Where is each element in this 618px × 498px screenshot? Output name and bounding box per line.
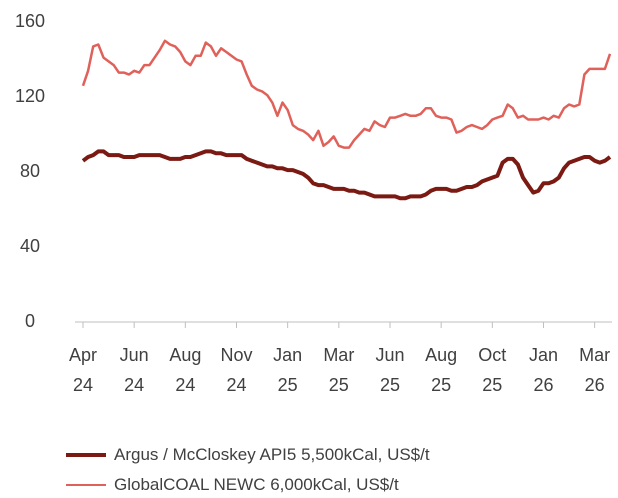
x-tick-label: Mar 26	[579, 345, 611, 395]
legend-swatch	[66, 483, 106, 487]
x-tick-label: Jun 24	[119, 345, 149, 395]
x-tick-label: Mar 25	[323, 345, 355, 395]
legend-label: Argus / McCloskey API5 5,500kCal, US$/t	[114, 445, 430, 464]
x-tick-label: Nov 24	[220, 345, 253, 395]
series-line	[81, 39, 612, 149]
y-tick-label: 40	[20, 236, 40, 256]
x-tick-label: Aug 25	[425, 345, 458, 395]
y-tick-label: 120	[15, 86, 45, 106]
x-tick-label: Jan 26	[528, 345, 558, 395]
x-tick-label: Oct 25	[478, 345, 507, 395]
y-tick-label: 160	[15, 11, 45, 31]
series-line	[81, 149, 612, 201]
x-tick-label: Aug 24	[169, 345, 202, 395]
x-tick-label: Jun 25	[375, 345, 405, 395]
y-tick-label: 80	[20, 161, 40, 181]
x-tick-label: Apr 24	[68, 345, 97, 395]
x-tick-label: Jan 25	[273, 345, 303, 395]
y-tick-label: 0	[25, 311, 35, 331]
legend-item: Argus / McCloskey API5 5,500kCal, US$/t	[66, 445, 430, 465]
legend-item: GlobalCOAL NEWC 6,000kCal, US$/t	[66, 475, 399, 495]
legend-label: GlobalCOAL NEWC 6,000kCal, US$/t	[114, 475, 399, 494]
legend-swatch	[66, 453, 106, 457]
